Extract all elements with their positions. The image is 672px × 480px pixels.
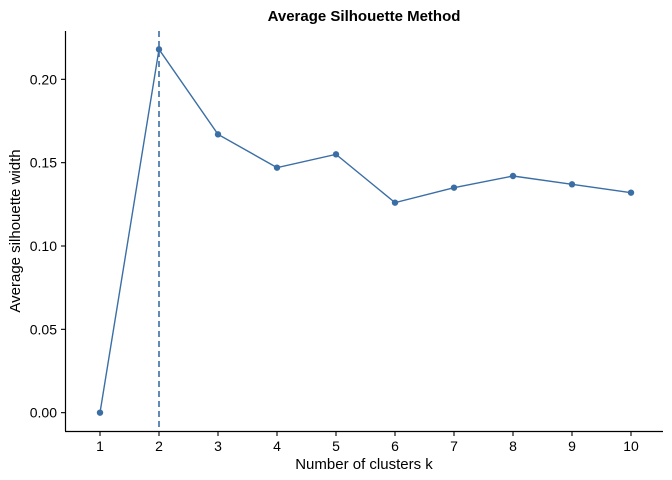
chart-title: Average Silhouette Method xyxy=(268,8,461,25)
x-tick-label: 4 xyxy=(273,438,281,454)
data-point-k-2 xyxy=(155,46,163,53)
data-point-k-7 xyxy=(450,184,458,191)
x-tick-label: 3 xyxy=(214,438,222,454)
y-axis-ticks: 0.00 0.05 0.10 0.15 0.20 xyxy=(30,71,65,421)
x-tick-label: 2 xyxy=(155,438,163,454)
data-point-k-5 xyxy=(332,151,340,158)
y-tick-label: 0.00 xyxy=(30,405,57,421)
y-tick-label: 0.10 xyxy=(30,238,57,254)
x-tick-label: 8 xyxy=(509,438,517,454)
series-layer xyxy=(99,47,632,413)
x-tick-label: 7 xyxy=(450,438,458,454)
data-point-k-3 xyxy=(214,131,222,138)
y-axis-title: Average silhouette width xyxy=(7,149,24,312)
series-line xyxy=(99,47,632,413)
data-point-k-1 xyxy=(96,409,104,416)
y-tick-label: 0.05 xyxy=(30,321,57,337)
data-point-k-10 xyxy=(627,189,635,196)
data-point-k-9 xyxy=(568,181,576,188)
x-tick-label: 9 xyxy=(568,438,576,454)
x-axis-ticks: 1 2 3 4 5 6 7 8 9 10 xyxy=(96,432,639,454)
data-point-k-4 xyxy=(273,164,281,171)
x-tick-label: 6 xyxy=(391,438,399,454)
x-axis-title: Number of clusters k xyxy=(295,456,433,473)
y-tick-label: 0.15 xyxy=(30,155,57,171)
x-tick-label: 5 xyxy=(332,438,340,454)
x-tick-label: 10 xyxy=(623,438,639,454)
points-layer xyxy=(96,46,635,416)
plot-area xyxy=(96,31,635,431)
data-point-k-6 xyxy=(391,199,399,206)
y-tick-label: 0.20 xyxy=(30,71,57,87)
data-point-k-8 xyxy=(509,172,517,180)
x-tick-label: 1 xyxy=(96,438,104,454)
